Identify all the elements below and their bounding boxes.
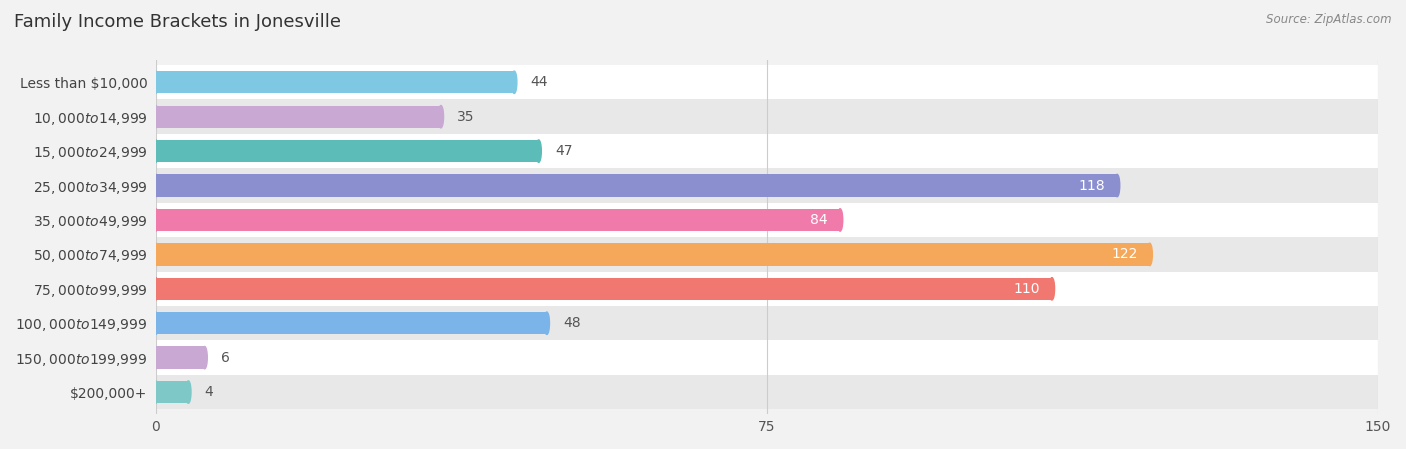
Circle shape <box>439 106 443 128</box>
Text: Source: ZipAtlas.com: Source: ZipAtlas.com <box>1267 13 1392 26</box>
Bar <box>156 168 1378 203</box>
Circle shape <box>153 277 159 300</box>
Bar <box>156 140 538 162</box>
Circle shape <box>153 140 159 162</box>
Text: 44: 44 <box>530 75 548 89</box>
Bar <box>156 340 1378 375</box>
Bar <box>156 375 1378 409</box>
Circle shape <box>202 347 207 369</box>
Text: 118: 118 <box>1078 179 1105 193</box>
Circle shape <box>153 312 159 335</box>
Circle shape <box>153 209 159 231</box>
Text: 4: 4 <box>205 385 214 399</box>
Text: 48: 48 <box>564 316 581 330</box>
Bar <box>156 71 515 93</box>
Text: 6: 6 <box>221 351 229 365</box>
Bar <box>156 106 441 128</box>
Circle shape <box>153 381 159 403</box>
Text: Family Income Brackets in Jonesville: Family Income Brackets in Jonesville <box>14 13 342 31</box>
Circle shape <box>153 174 159 197</box>
Text: 47: 47 <box>555 144 572 158</box>
Circle shape <box>536 140 541 162</box>
Circle shape <box>153 71 159 93</box>
Bar <box>156 65 1378 100</box>
Circle shape <box>544 312 550 335</box>
Text: 35: 35 <box>457 110 475 123</box>
Circle shape <box>512 71 517 93</box>
Text: 122: 122 <box>1111 247 1137 261</box>
Bar <box>156 312 547 335</box>
Bar <box>156 203 1378 237</box>
Circle shape <box>153 347 159 369</box>
Bar <box>156 174 1118 197</box>
Circle shape <box>1049 277 1054 300</box>
Bar <box>156 237 1378 272</box>
Text: 110: 110 <box>1014 282 1039 296</box>
Bar <box>156 100 1378 134</box>
Bar <box>156 381 188 403</box>
Text: 84: 84 <box>810 213 828 227</box>
Circle shape <box>838 209 842 231</box>
Bar <box>156 277 1052 300</box>
Bar <box>156 306 1378 340</box>
Bar <box>156 272 1378 306</box>
Bar <box>156 134 1378 168</box>
Bar <box>156 209 841 231</box>
Bar <box>156 243 1150 265</box>
Circle shape <box>153 106 159 128</box>
Circle shape <box>1115 174 1119 197</box>
Circle shape <box>186 381 191 403</box>
Circle shape <box>153 243 159 265</box>
Circle shape <box>1147 243 1153 265</box>
Bar <box>156 347 205 369</box>
